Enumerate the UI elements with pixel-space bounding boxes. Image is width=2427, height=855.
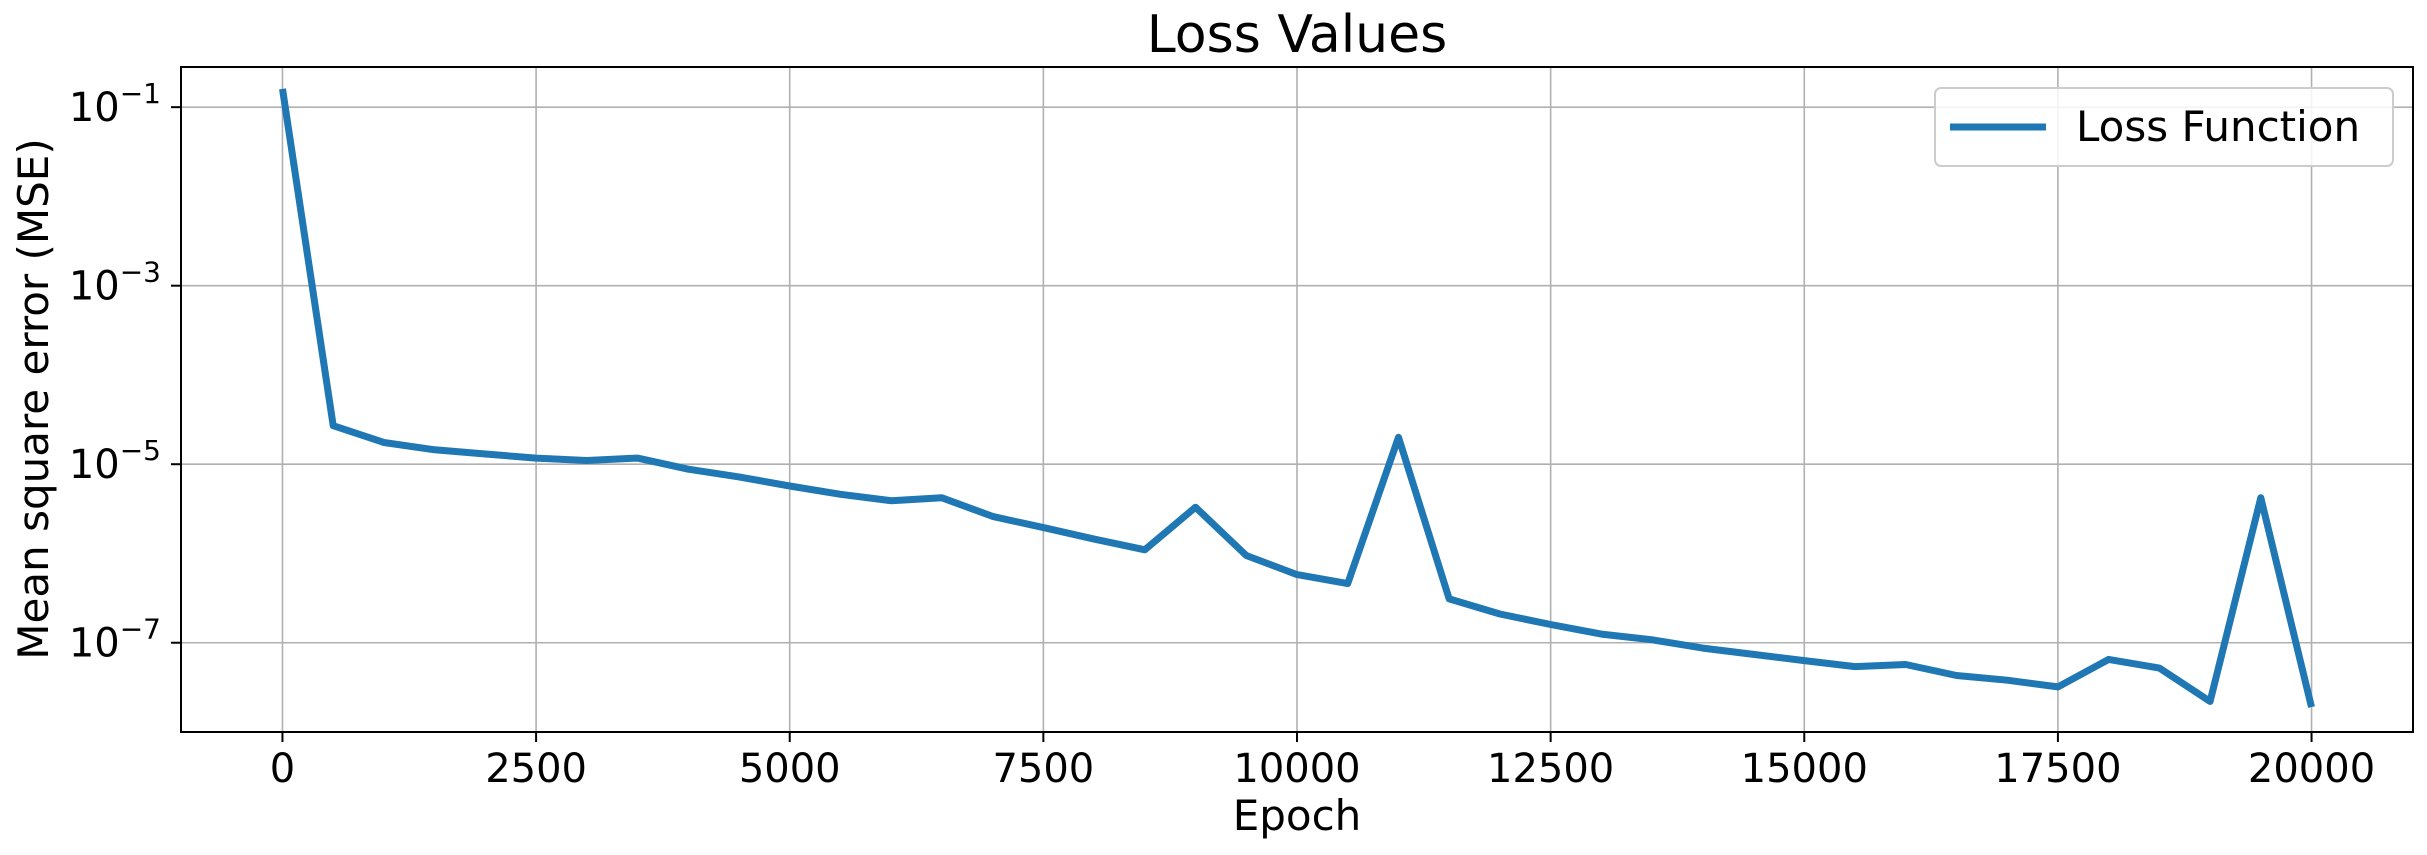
x-tick-label: 5000 — [739, 746, 841, 792]
x-tick-label: 2500 — [485, 746, 587, 792]
x-tick-label: 10000 — [1233, 746, 1360, 792]
x-tick-label: 7500 — [992, 746, 1094, 792]
x-tick-label: 15000 — [1741, 746, 1868, 792]
y-tick-label: 10−7 — [69, 613, 161, 667]
x-tick-label: 0 — [270, 746, 295, 792]
series-layer — [279, 88, 2315, 708]
x-tick-label: 17500 — [1994, 746, 2121, 792]
y-tick-label: 10−3 — [69, 256, 161, 310]
x-tick-label: 20000 — [2248, 746, 2375, 792]
y-tick-label: 10−5 — [69, 434, 161, 488]
legend: Loss Function — [1934, 87, 2394, 167]
y-axis-ticks: 10−1 10−3 10−5 10−7 — [69, 77, 181, 667]
y-axis-label: Mean square error (MSE) — [9, 138, 58, 659]
x-axis-ticks: 0 2500 5000 7500 10000 12500 15000 17500 20000 — [270, 732, 2375, 792]
series-line-loss-function — [279, 88, 2315, 708]
legend-label: Loss Function — [2076, 102, 2360, 151]
x-axis-label: Epoch — [1233, 791, 1362, 840]
x-tick-label: 12500 — [1487, 746, 1614, 792]
legend-box — [1934, 87, 2394, 167]
y-tick-label: 10−1 — [69, 77, 161, 131]
chart-title: Loss Values — [1147, 5, 1447, 65]
